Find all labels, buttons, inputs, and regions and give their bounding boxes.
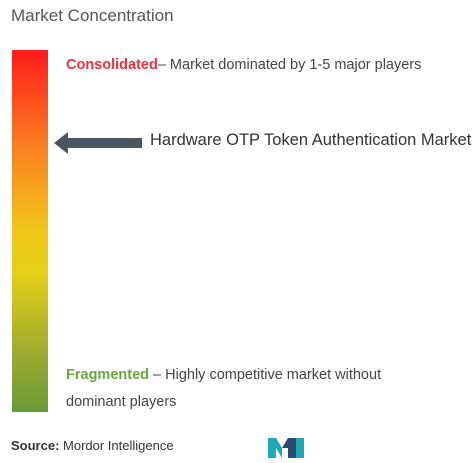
consolidated-description: Consolidated– Market dominated by 1-5 ma… <box>66 52 426 79</box>
source-label: Source: <box>11 438 60 453</box>
chart-title: Market Concentration <box>11 6 174 25</box>
fragmented-description: Fragmented – Highly competitive market w… <box>66 362 416 416</box>
fragmented-label: Fragmented <box>66 367 149 383</box>
market-name: Hardware OTP Token Authentication Market <box>150 131 472 149</box>
source-note: Source: Mordor Intelligence <box>11 438 174 453</box>
consolidated-label: Consolidated <box>66 57 158 73</box>
mordor-intelligence-logo <box>268 438 304 458</box>
concentration-gradient-bar <box>12 50 48 412</box>
fragmented-text: – Highly competitive market without domi… <box>66 367 382 410</box>
source-text: Mordor Intelligence <box>59 438 174 453</box>
left-arrow-icon <box>54 132 142 154</box>
consolidated-text: – Market dominated by 1-5 major players <box>157 57 422 73</box>
